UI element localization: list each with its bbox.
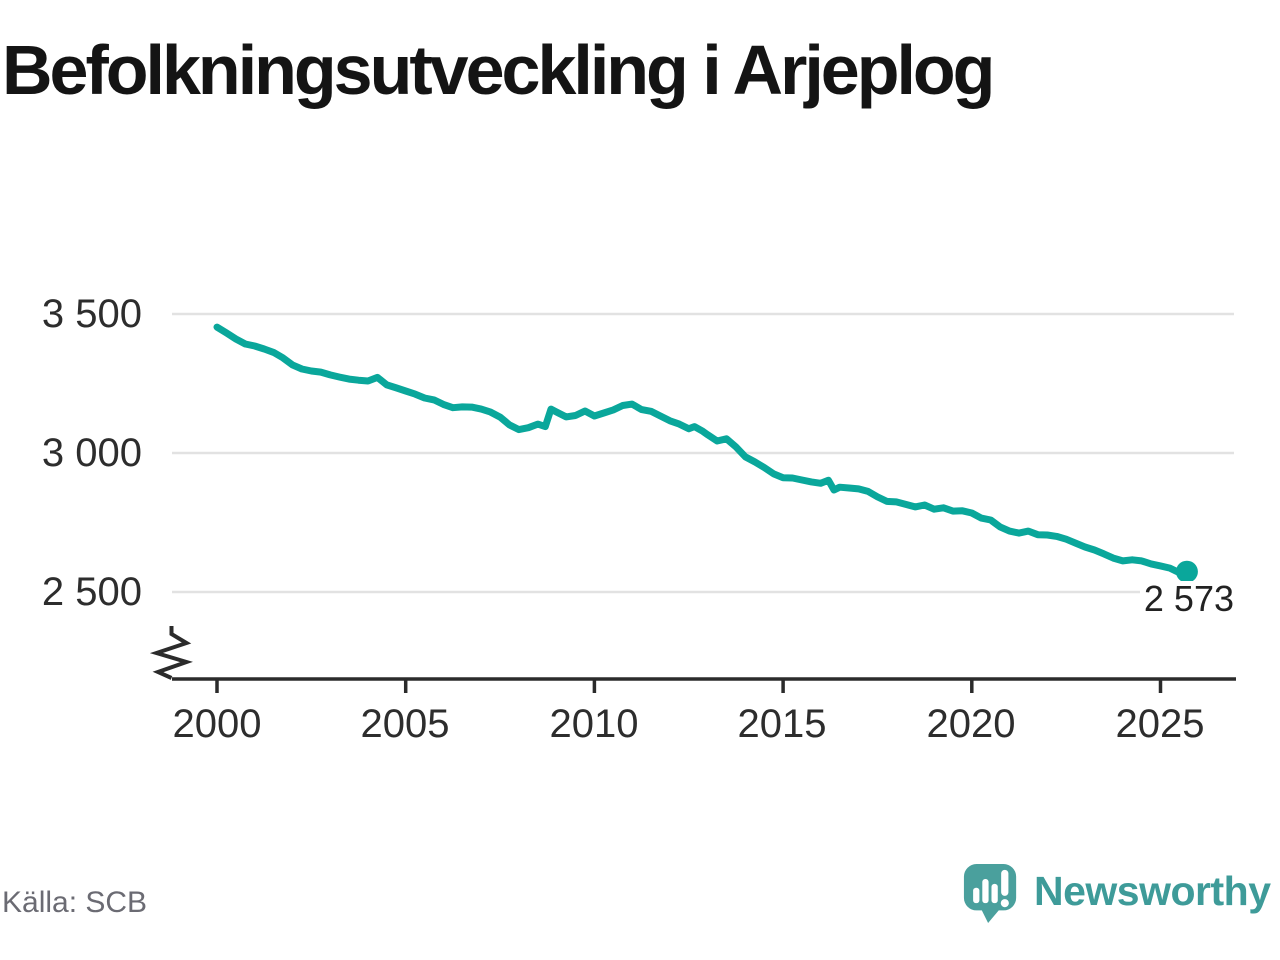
gridlines — [172, 312, 1234, 594]
x-axis-label-2025: 2025 — [1115, 702, 1205, 746]
x-axis-ticks — [215, 679, 1163, 693]
x-axis-label-2020: 2020 — [926, 702, 1016, 746]
population-line — [213, 323, 1191, 577]
source-label: Källa: SCB — [2, 886, 148, 919]
y-axis-label-2500: 2 500 — [41, 570, 142, 614]
chart-title: Befolkningsutveckling i Arjeplog — [2, 31, 995, 109]
newsworthy-logo-icon — [963, 864, 1017, 923]
x-axis-label-2010: 2010 — [549, 702, 639, 746]
newsworthy-logo: Newsworthy — [962, 862, 1280, 932]
latest-value-label: 2 573 — [1140, 581, 1236, 617]
x-axis-label-2000: 2000 — [172, 702, 262, 746]
y-axis-break-icon — [149, 626, 193, 680]
y-axis-label-3000: 3 000 — [41, 431, 142, 475]
population-series — [213, 323, 1198, 583]
latest-value-dot — [1175, 560, 1198, 583]
y-axis-label-3500: 3 500 — [41, 292, 142, 336]
x-axis-label-2005: 2005 — [360, 702, 450, 746]
newsworthy-wordmark: Newsworthy — [1034, 868, 1271, 914]
x-axis-label-2015: 2015 — [737, 702, 827, 746]
